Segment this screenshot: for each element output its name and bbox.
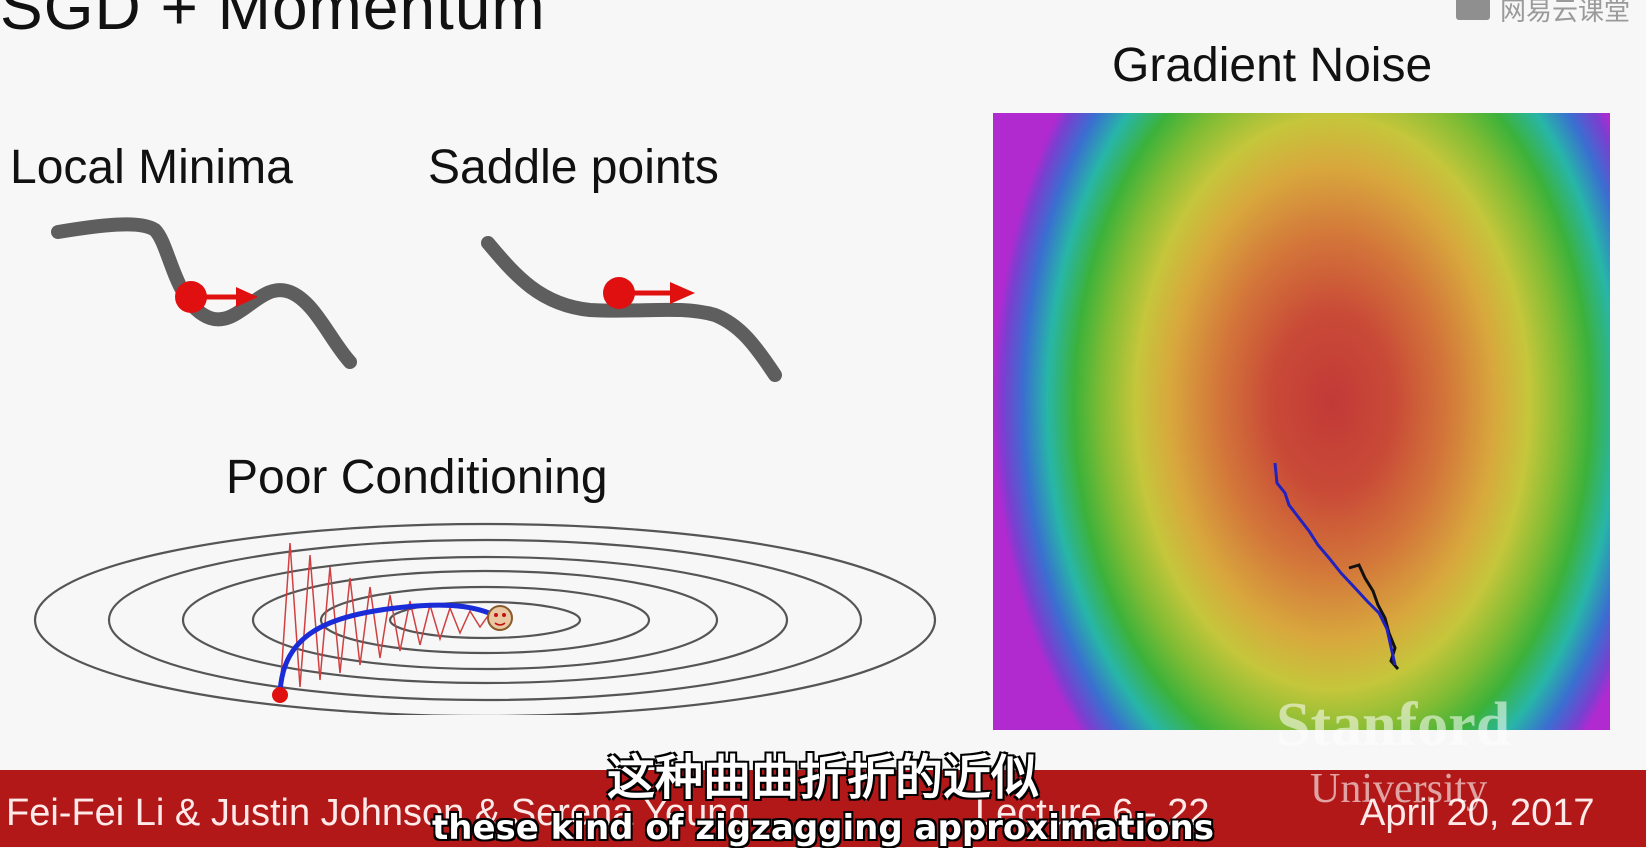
minimum-marker xyxy=(487,605,513,631)
momentum-path xyxy=(277,602,500,694)
local-minima-curve xyxy=(51,217,357,369)
poor-conditioning-diagram xyxy=(34,522,936,715)
stanford-logo: Stanford xyxy=(1276,691,1511,759)
poor-conditioning-label: Poor Conditioning xyxy=(226,451,608,504)
saddle-points-ball xyxy=(603,277,635,309)
smooth-momentum-path xyxy=(1273,462,1397,666)
video-icon xyxy=(1455,0,1490,20)
gradient-noise-label: Gradient Noise xyxy=(1112,39,1433,92)
footer-lecture: Lecture 6 - 22 xyxy=(975,792,1210,834)
saddle-points-arrow-head xyxy=(670,282,695,304)
local-minima-diagram xyxy=(51,217,357,369)
noisy-sgd-path xyxy=(1348,563,1400,670)
slide-title: SGD + Momentum xyxy=(0,0,546,43)
local-minima-ball xyxy=(175,281,207,313)
watermark: 网易云课堂 xyxy=(1455,0,1630,26)
footer-bar: Fei-Fei Li & Justin Johnson & Serena Yeu… xyxy=(0,770,1646,847)
local-minima-arrow-head xyxy=(236,287,258,307)
saddle-points-curve xyxy=(481,236,782,382)
footer-authors: Fei-Fei Li & Justin Johnson & Serena Yeu… xyxy=(6,792,750,834)
university-logo: University xyxy=(1310,766,1488,812)
local-minima-label: Local Minima xyxy=(10,141,293,194)
gradient-noise-paths xyxy=(1273,462,1400,670)
start-point xyxy=(272,687,288,703)
gradient-noise-heatmap xyxy=(993,113,1610,730)
contour-ellipses xyxy=(34,522,936,715)
footer-date: April 20, 2017 xyxy=(1360,792,1595,834)
sgd-zigzag-path xyxy=(279,542,499,694)
subtitle-chinese: 这种曲曲折折的近似 xyxy=(606,750,1039,806)
saddle-points-label: Saddle points xyxy=(428,141,719,194)
subtitle-english: these kind of zigzagging approximations xyxy=(432,808,1214,848)
watermark-text: 网易云课堂 xyxy=(1499,0,1630,26)
saddle-points-diagram xyxy=(481,236,782,382)
